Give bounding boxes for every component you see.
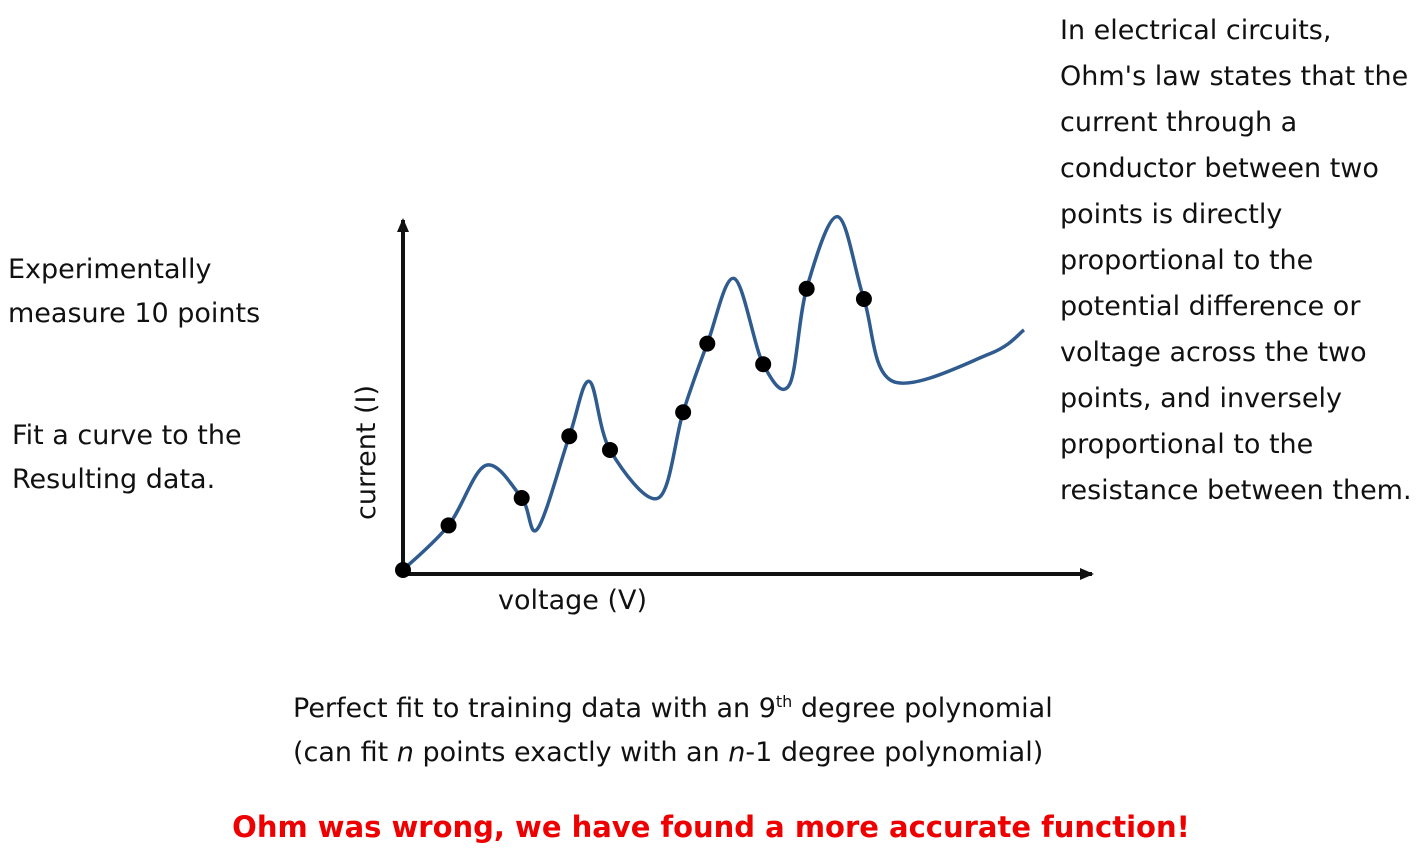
- polynomial-fit-curve: [401, 214, 1026, 572]
- data-point-8: [755, 356, 772, 373]
- caption-line-2-b: points exactly with an: [413, 737, 729, 768]
- data-point-10: [855, 291, 872, 308]
- ohms-law-description: In electrical circuits, Ohm's law states…: [1060, 15, 1412, 506]
- n-variable-2: n: [728, 737, 746, 768]
- fit-caption: Perfect fit to training data with an 9th…: [293, 680, 1193, 775]
- x-axis-label: voltage (V): [498, 585, 647, 616]
- data-point-6: [675, 404, 692, 421]
- caption-line-1: Perfect fit to training data with an 9th…: [293, 680, 1193, 731]
- caption-line-2: (can fit n points exactly with an n-1 de…: [293, 731, 1193, 775]
- n-variable: n: [396, 737, 414, 768]
- data-point-1: [395, 562, 411, 578]
- data-point-4: [561, 428, 578, 445]
- ordinal-suffix: th: [775, 692, 793, 711]
- data-points: [395, 280, 872, 578]
- caption-line-1-text: Perfect fit to training data with an 9: [293, 693, 776, 724]
- measure-note: Experimentally measure 10 points: [8, 254, 261, 329]
- y-axis-label: current (I): [351, 385, 382, 520]
- data-point-3: [513, 489, 530, 506]
- conclusion-statement: Ohm was wrong, we have found a more accu…: [232, 810, 1190, 844]
- caption-line-1-end: degree polynomial: [792, 693, 1053, 724]
- data-point-7: [699, 335, 716, 352]
- fit-note: Fit a curve to the Resulting data.: [12, 420, 242, 495]
- data-point-5: [602, 441, 618, 458]
- data-point-2: [440, 517, 457, 534]
- caption-line-2-a: (can fit: [293, 737, 397, 768]
- data-point-9: [798, 280, 815, 297]
- caption-line-2-c: -1 degree polynomial): [745, 737, 1044, 768]
